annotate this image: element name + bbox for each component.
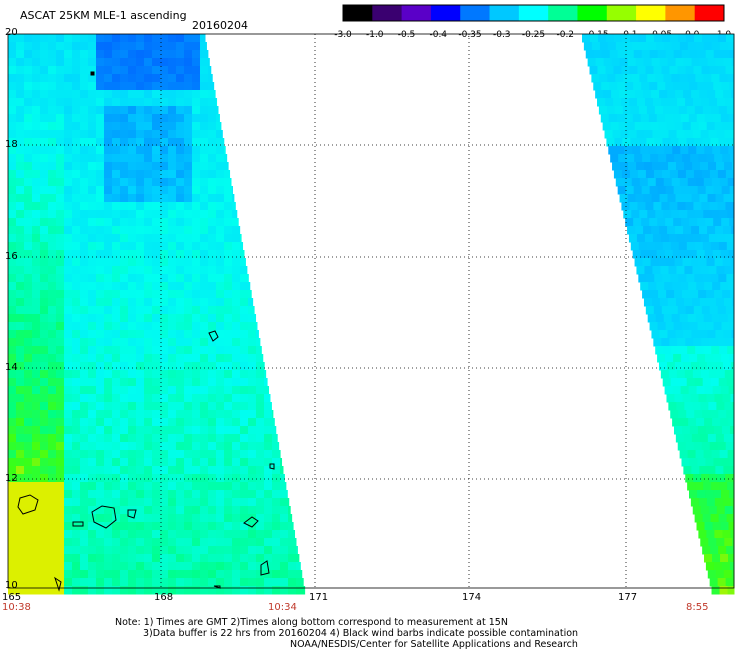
- colorbar-swatch: [577, 5, 608, 21]
- lon-label-171: 171: [309, 592, 329, 603]
- colorbar-label: -0.35: [458, 30, 482, 40]
- colorbar-label: -0.5: [397, 30, 416, 40]
- lon-label-168: 168: [154, 592, 174, 603]
- lat-label-20: 20: [5, 27, 18, 38]
- colorbar-label: -3.0: [334, 30, 352, 40]
- colorbar-label: -0.4: [429, 30, 448, 40]
- colorbar-label: -0.3: [492, 30, 511, 40]
- island-outline: [260, 560, 270, 576]
- colorbar-label: -0.2: [556, 30, 575, 40]
- lat-label-10: 10: [5, 580, 18, 591]
- colorbar-swatch: [372, 5, 403, 21]
- map-grid: [8, 34, 734, 588]
- island-outline: [72, 521, 84, 527]
- island-outlines: [17, 71, 275, 592]
- colorbar: [342, 4, 725, 22]
- island-outline: [91, 505, 117, 529]
- footer-note-line2: 3)Data buffer is 22 hrs from 20160204 4)…: [143, 628, 579, 639]
- footer-note-line1: Note: 1) Times are GMT 2)Times along bot…: [115, 617, 508, 628]
- map-date: 20160204: [192, 19, 248, 32]
- colorbar-swatch: [665, 5, 696, 21]
- colorbar-swatch: [343, 5, 373, 21]
- map-title: ASCAT 25KM MLE-1 ascending: [20, 9, 187, 22]
- lon-label-174: 174: [462, 592, 482, 603]
- island-outline: [54, 576, 62, 592]
- colorbar-swatch: [606, 5, 637, 21]
- wind-map: [7, 33, 735, 595]
- island-outline: [127, 509, 137, 519]
- swath-right: [582, 34, 735, 595]
- swath-left: [8, 34, 306, 595]
- lat-label-14: 14: [5, 362, 18, 373]
- colorbar-swatch: [401, 5, 432, 21]
- colorbar-swatch: [636, 5, 666, 21]
- colorbar-swatch: [548, 5, 578, 21]
- island-outline: [90, 71, 95, 76]
- colorbar-label: -0.25: [521, 30, 546, 40]
- footer-credit: NOAA/NESDIS/Center for Satellite Applica…: [290, 639, 578, 650]
- lat-label-16: 16: [5, 251, 18, 262]
- island-outline: [213, 585, 221, 589]
- colorbar-label: -1.0: [365, 30, 384, 40]
- colorbar-swatch: [430, 5, 461, 21]
- pass-time-middle: 10:34: [268, 602, 297, 613]
- colorbar-swatch: [518, 5, 549, 21]
- lat-label-12: 12: [5, 473, 18, 484]
- pass-time-right: 8:55: [686, 602, 709, 613]
- colorbar-swatch: [694, 5, 725, 21]
- island-outline: [269, 463, 275, 470]
- pass-time-left: 10:38: [2, 602, 31, 613]
- lat-label-18: 18: [5, 139, 18, 150]
- colorbar-swatch: [460, 5, 491, 21]
- island-outline: [243, 516, 259, 528]
- lon-label-165: 165: [2, 592, 22, 603]
- colorbar-swatch: [489, 5, 520, 21]
- island-outline: [17, 494, 39, 515]
- lon-label-177: 177: [618, 592, 638, 603]
- island-outline: [208, 330, 219, 342]
